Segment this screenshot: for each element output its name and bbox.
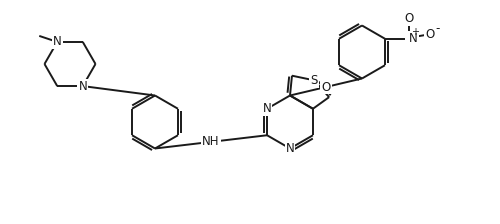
Text: O: O (426, 28, 434, 41)
Text: N: N (409, 32, 418, 45)
Text: O: O (322, 80, 330, 93)
Text: -: - (436, 22, 440, 35)
Text: NH: NH (202, 135, 220, 148)
Text: N: N (286, 142, 294, 155)
Text: N: N (78, 80, 87, 93)
Text: +: + (411, 27, 419, 37)
Text: N: N (262, 102, 272, 115)
Text: O: O (404, 12, 413, 25)
Text: N: N (53, 35, 62, 48)
Text: S: S (310, 74, 318, 87)
